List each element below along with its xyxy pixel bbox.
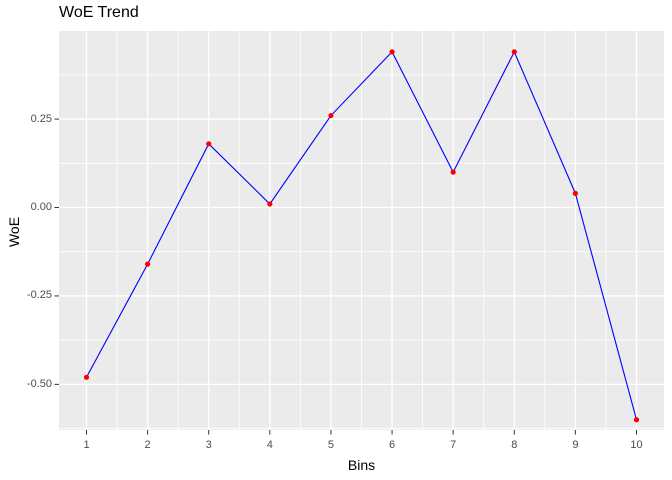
data-point xyxy=(328,112,334,119)
y-axis-title: WoE xyxy=(6,216,22,248)
x-tick-label: 8 xyxy=(511,439,518,451)
x-tick-label: 6 xyxy=(388,439,396,451)
y-tick-label: -0.50 xyxy=(26,377,52,390)
data-point xyxy=(572,190,578,196)
x-tick-label: 3 xyxy=(205,439,212,451)
data-point xyxy=(633,417,640,423)
data-point xyxy=(83,374,90,380)
x-tick-label: 10 xyxy=(630,439,643,451)
data-point xyxy=(206,141,212,147)
trend-line xyxy=(86,50,638,420)
data-point xyxy=(511,49,517,55)
x-tick-label: 5 xyxy=(327,439,334,451)
data-point xyxy=(389,49,395,55)
y-tick-label: -0.25 xyxy=(26,289,52,302)
x-tick-label: 9 xyxy=(572,439,579,451)
x-tick-label: 4 xyxy=(266,439,273,451)
y-tick-label: 0.00 xyxy=(30,201,52,213)
data-point xyxy=(267,201,273,207)
x-tick-label: 7 xyxy=(450,439,457,451)
chart-title: WoE Trend xyxy=(59,4,139,21)
x-axis-title: Bins xyxy=(347,457,376,473)
x-tick-label: 2 xyxy=(144,439,151,451)
data-point xyxy=(145,261,151,267)
y-tick-label: 0.25 xyxy=(30,112,52,125)
x-tick-label: 1 xyxy=(83,439,90,451)
data-point xyxy=(450,169,456,175)
